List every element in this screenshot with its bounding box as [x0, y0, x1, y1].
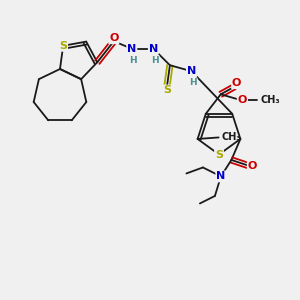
Text: S: S: [163, 85, 171, 95]
Text: O: O: [109, 33, 119, 43]
Text: O: O: [232, 78, 242, 88]
Text: S: S: [59, 41, 67, 51]
Text: N: N: [149, 44, 158, 54]
Text: S: S: [215, 149, 223, 160]
Text: N: N: [216, 172, 226, 182]
Text: CH₃: CH₃: [221, 133, 241, 142]
Text: N: N: [127, 44, 136, 54]
Text: CH₃: CH₃: [261, 95, 280, 105]
Text: O: O: [248, 161, 257, 171]
Text: O: O: [238, 95, 247, 105]
Text: H: H: [130, 56, 137, 64]
Text: N: N: [187, 66, 196, 76]
Text: H: H: [151, 56, 159, 64]
Text: H: H: [189, 78, 197, 87]
